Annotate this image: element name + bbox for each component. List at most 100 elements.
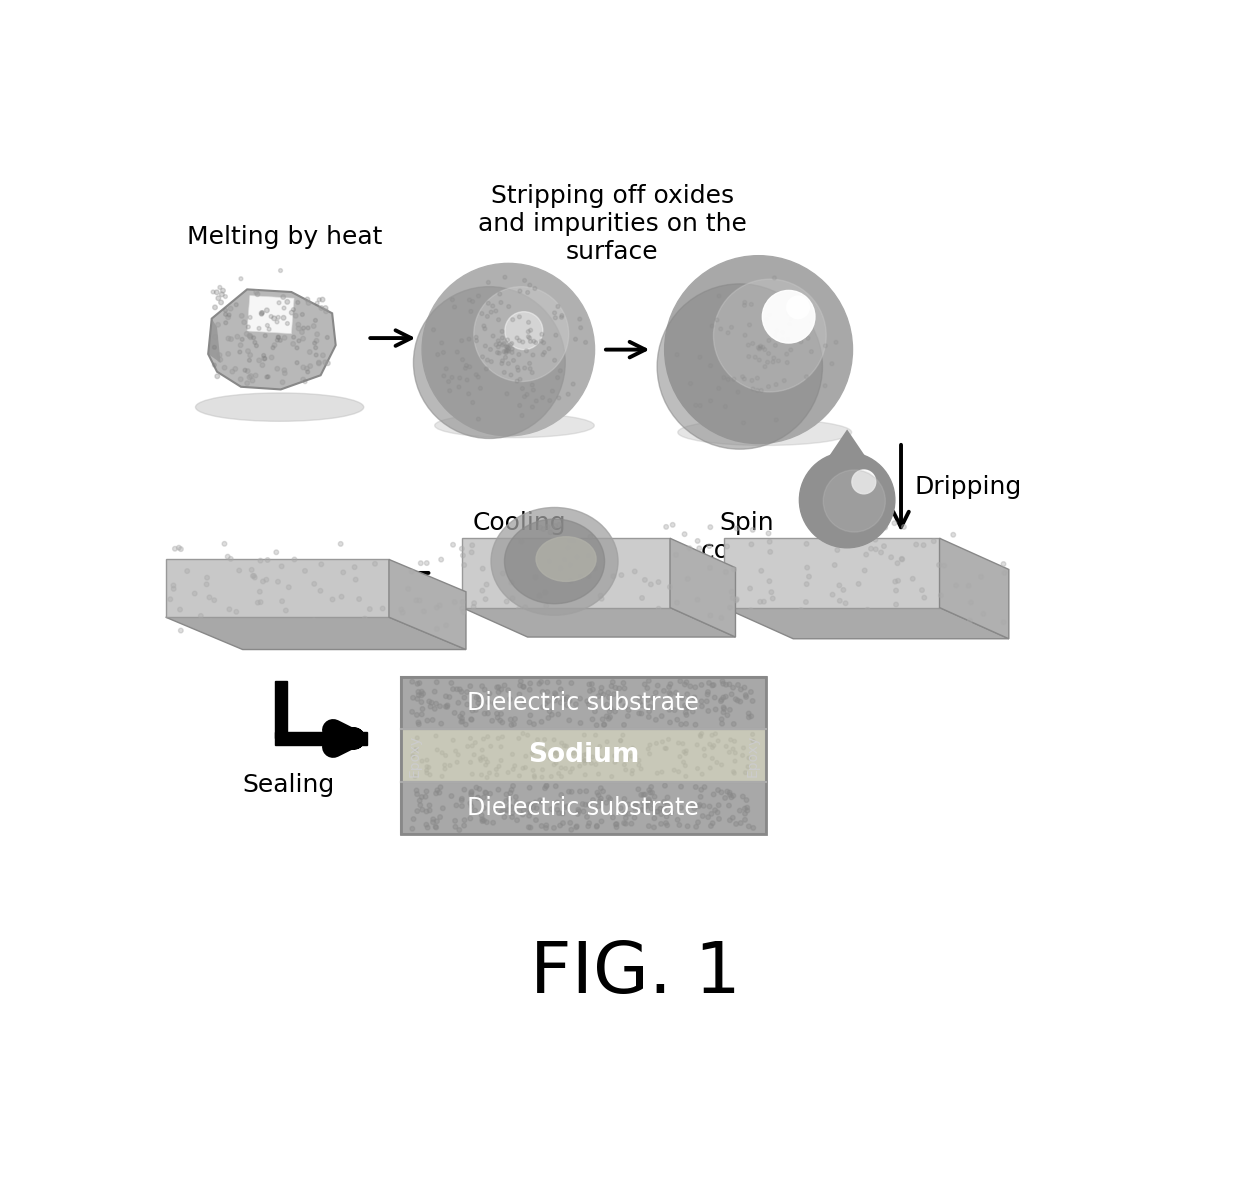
Circle shape [608,619,613,624]
Circle shape [623,822,628,826]
Circle shape [727,792,732,797]
Circle shape [258,589,263,594]
Circle shape [781,338,784,341]
Circle shape [750,302,753,306]
Circle shape [652,826,657,830]
Circle shape [685,576,690,581]
Circle shape [667,703,672,707]
Circle shape [647,824,652,828]
Circle shape [218,286,222,289]
Circle shape [218,358,223,361]
Circle shape [522,766,525,770]
Circle shape [679,784,684,789]
Circle shape [676,770,680,774]
Circle shape [746,765,750,769]
Circle shape [445,367,449,371]
Circle shape [458,376,462,380]
Circle shape [622,763,627,766]
Circle shape [558,823,563,828]
Circle shape [771,596,776,601]
Circle shape [243,368,247,372]
Circle shape [479,588,484,593]
Circle shape [584,772,587,777]
Circle shape [1001,562,1006,567]
Circle shape [703,748,706,751]
Circle shape [248,353,253,358]
Circle shape [255,292,260,296]
Circle shape [730,589,733,594]
Circle shape [844,601,847,606]
Circle shape [937,562,942,567]
Polygon shape [724,539,939,607]
Circle shape [461,553,466,557]
Circle shape [788,322,792,326]
Circle shape [684,775,688,778]
Circle shape [634,755,638,758]
Circle shape [498,809,503,814]
Circle shape [509,815,514,820]
Circle shape [676,823,681,828]
Circle shape [265,308,269,313]
Circle shape [498,292,502,296]
Circle shape [643,792,647,797]
Circle shape [566,789,571,794]
Circle shape [824,344,828,347]
Circle shape [263,334,268,338]
Circle shape [560,811,565,816]
Circle shape [693,723,698,727]
Circle shape [893,588,898,593]
Circle shape [507,305,510,308]
Circle shape [261,357,266,360]
Circle shape [172,547,177,552]
Circle shape [607,709,612,713]
Circle shape [435,818,440,823]
Circle shape [499,758,503,763]
Circle shape [710,757,714,761]
Circle shape [245,348,250,353]
Circle shape [546,559,551,563]
Circle shape [501,359,504,363]
Circle shape [747,322,751,327]
Circle shape [727,683,732,686]
Circle shape [888,555,893,560]
Circle shape [467,392,471,396]
Polygon shape [389,560,466,650]
Circle shape [750,542,753,547]
Circle shape [482,818,486,823]
Circle shape [767,339,771,342]
Circle shape [522,808,527,813]
Circle shape [545,690,550,694]
Circle shape [727,818,732,823]
Circle shape [699,683,704,687]
Circle shape [431,817,435,822]
Circle shape [694,824,699,829]
Circle shape [709,613,712,618]
Ellipse shape [491,508,618,615]
Circle shape [597,772,601,776]
Circle shape [593,763,597,766]
Circle shape [720,763,724,766]
Circle shape [699,699,704,704]
Circle shape [592,709,597,713]
Circle shape [415,712,419,717]
Circle shape [323,360,327,365]
Bar [275,732,368,745]
Circle shape [539,823,544,828]
Circle shape [617,686,622,691]
Circle shape [229,337,233,341]
Circle shape [285,300,290,305]
Circle shape [475,373,478,377]
Circle shape [276,335,280,339]
Circle shape [613,761,617,764]
Circle shape [742,811,747,816]
Circle shape [536,612,540,616]
Circle shape [579,326,582,329]
Circle shape [669,810,673,815]
Circle shape [280,599,285,603]
Circle shape [533,750,536,753]
Circle shape [489,360,493,364]
Circle shape [450,794,453,798]
Circle shape [320,306,323,311]
Circle shape [242,320,247,325]
Circle shape [696,546,701,550]
